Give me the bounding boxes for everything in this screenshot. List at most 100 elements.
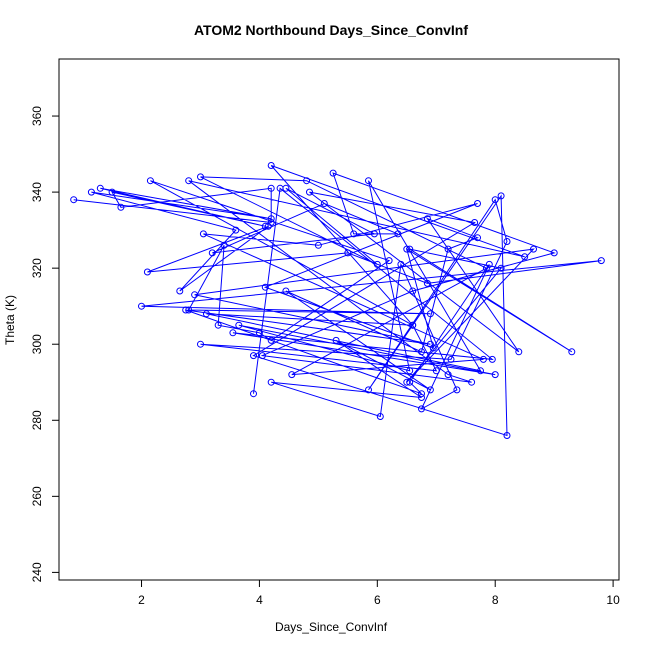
data-point	[426, 310, 434, 318]
data-point	[365, 386, 372, 394]
data-point	[418, 390, 425, 398]
data-point	[264, 222, 272, 230]
data-point	[397, 260, 405, 268]
data-point	[418, 394, 425, 401]
data-point	[185, 306, 193, 314]
x-tick-label: 6	[374, 593, 381, 607]
data-point	[373, 260, 381, 268]
data-point	[515, 348, 523, 356]
data-point	[385, 257, 393, 265]
data-point	[138, 302, 145, 310]
data-point	[530, 245, 537, 253]
data-point	[406, 378, 414, 386]
data-point	[488, 355, 496, 363]
data-point	[477, 367, 484, 375]
data-point	[255, 329, 263, 337]
data-point	[250, 352, 257, 360]
data-point	[418, 405, 425, 413]
data-point	[426, 340, 434, 348]
data-point	[146, 177, 154, 185]
y-tick-label: 360	[30, 106, 44, 126]
data-point	[444, 371, 452, 379]
data-point	[320, 200, 328, 207]
data-point	[491, 371, 499, 379]
data-point	[447, 355, 455, 363]
x-axis: 2 4 6 8 10	[138, 579, 620, 607]
data-point	[70, 196, 78, 204]
data-point	[479, 355, 487, 363]
data-point	[497, 192, 505, 200]
data-point	[191, 291, 199, 299]
data-point	[261, 222, 269, 230]
data-point	[550, 249, 558, 257]
data-point	[250, 390, 257, 398]
data-point	[474, 200, 481, 207]
data-point	[497, 264, 505, 272]
data-point	[267, 378, 275, 386]
x-axis-label: Days_Since_ConvInf	[275, 620, 388, 634]
data-point	[376, 413, 384, 420]
data-point	[176, 287, 184, 295]
data-point	[282, 287, 290, 295]
data-point	[267, 162, 275, 169]
data-point	[235, 321, 243, 329]
y-tick-label: 320	[30, 258, 44, 278]
series-line	[73, 165, 602, 437]
data-point	[350, 230, 358, 238]
data-point	[229, 329, 237, 337]
data-point	[409, 321, 417, 329]
data-point	[202, 310, 210, 318]
x-tick-label: 10	[606, 593, 620, 607]
data-point	[214, 321, 222, 329]
data-point	[503, 238, 511, 245]
data-point	[568, 348, 576, 356]
data-point	[471, 219, 479, 226]
data-point	[314, 241, 322, 249]
data-point	[332, 336, 340, 344]
data-point	[108, 188, 116, 196]
x-tick-label: 4	[256, 593, 263, 607]
data-point	[197, 340, 204, 348]
data-point	[423, 215, 431, 223]
data-point	[261, 283, 269, 291]
data-point	[403, 378, 411, 386]
data-point	[197, 173, 204, 181]
data-point	[344, 249, 352, 257]
data-point	[453, 386, 461, 394]
data-point	[597, 257, 605, 265]
chart-title: ATOM2 Northbound Days_Since_ConvInf	[194, 22, 468, 38]
data-point	[468, 378, 476, 386]
data-point	[403, 245, 411, 253]
data-point	[426, 386, 434, 394]
data-point	[329, 169, 337, 177]
data-point	[394, 230, 402, 238]
x-tick-label: 2	[138, 593, 145, 607]
data-point	[288, 371, 296, 379]
y-axis-label: Theta (K)	[3, 295, 17, 345]
data-point	[185, 177, 193, 185]
data-point	[87, 188, 95, 196]
y-axis: 240 260 280 300 320 340 360	[30, 106, 60, 582]
data-point	[182, 306, 190, 314]
data-point	[406, 367, 414, 375]
data-point	[491, 196, 499, 204]
x-tick-label: 8	[492, 593, 499, 607]
data-point	[199, 230, 207, 238]
data-point	[220, 241, 228, 249]
data-point	[521, 253, 529, 261]
data-point	[409, 287, 417, 295]
data-point	[423, 279, 431, 287]
data-point	[96, 184, 104, 192]
data-point	[503, 432, 511, 439]
data-point	[370, 230, 378, 238]
y-tick-label: 340	[30, 182, 44, 202]
y-tick-label: 280	[30, 410, 44, 430]
data-point	[143, 268, 151, 276]
data-point	[474, 234, 481, 242]
y-tick-label: 240	[30, 562, 44, 582]
data-point	[232, 226, 240, 234]
data-point	[276, 184, 284, 192]
data-point	[258, 352, 266, 360]
